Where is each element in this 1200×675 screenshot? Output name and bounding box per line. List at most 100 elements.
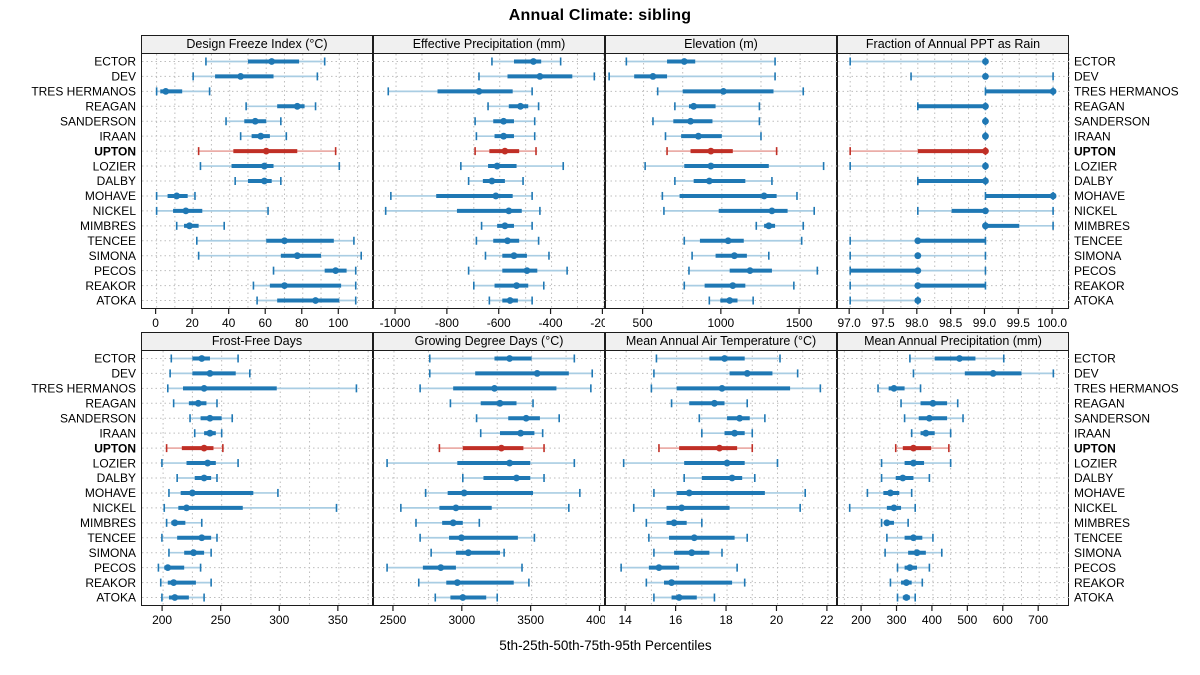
- median-dot: [460, 489, 468, 497]
- axis-tick-label: 3000: [448, 613, 475, 627]
- percentile-row: [653, 488, 807, 497]
- median-dot: [186, 222, 193, 230]
- median-dot: [530, 58, 537, 65]
- median-dot: [729, 282, 737, 289]
- median-dot: [190, 549, 197, 557]
- median-dot: [913, 549, 921, 557]
- station-label: SIMONA: [1074, 249, 1121, 263]
- x-axis: 0 20 40 60 80 100: [141, 309, 373, 331]
- median-dot: [492, 192, 500, 200]
- percentile-row: [487, 102, 540, 111]
- percentile-row: [880, 518, 909, 527]
- station-label: MOHAVE: [85, 486, 136, 500]
- percentile-row: [415, 518, 481, 527]
- station-label: MIMBRES: [80, 516, 136, 530]
- x-axis: 200 300 400 500 600 700: [837, 606, 1069, 628]
- median-dot: [731, 429, 739, 437]
- axis-tick-label: 20: [770, 613, 784, 627]
- percentile-row: [849, 296, 922, 305]
- median-dot: [649, 73, 657, 80]
- station-label: REAKOR: [85, 279, 136, 293]
- median-dot: [914, 252, 922, 260]
- median-dot: [533, 370, 541, 377]
- panel-plot: [605, 54, 838, 309]
- axis-tick-label: -800: [435, 316, 459, 330]
- station-label: PECOS: [94, 264, 136, 278]
- x-axis: 200 250 300 350: [141, 606, 373, 628]
- median-dot: [670, 519, 678, 527]
- median-dot: [293, 252, 301, 260]
- station-label: REAGAN: [1074, 99, 1125, 113]
- station-label: ATOKA: [96, 591, 136, 605]
- percentile-row: [663, 206, 816, 215]
- median-dot: [504, 237, 511, 245]
- percentile-row: [197, 251, 363, 260]
- median-dot: [513, 282, 520, 289]
- percentile-row: [708, 296, 754, 305]
- station-label: TENCEE: [87, 234, 136, 248]
- percentile-row: [645, 578, 746, 587]
- percentile-row: [849, 266, 987, 275]
- axis-tick-label: -1000: [380, 316, 411, 330]
- x-axis: 2500 3000 3500 4000: [373, 606, 605, 628]
- median-dot: [293, 102, 301, 110]
- axis-tick-label: 40: [222, 316, 236, 330]
- station-label: REAKOR: [1074, 576, 1125, 590]
- percentile-row: [155, 206, 269, 215]
- percentile-row: [386, 563, 523, 572]
- median-dot: [902, 579, 910, 586]
- median-dot: [200, 444, 208, 452]
- station-label: UPTON: [1074, 144, 1116, 158]
- percentile-row: [632, 503, 801, 512]
- median-dot: [982, 222, 989, 230]
- station-label: MOHAVE: [85, 189, 136, 203]
- strip-title: Design Freeze Index (°C): [141, 35, 373, 54]
- percentile-row: [419, 384, 592, 393]
- percentile-row: [491, 57, 562, 66]
- median-dot: [206, 370, 214, 377]
- axis-tick-label: 99.5: [1007, 316, 1031, 330]
- axis-tick-label: -400: [539, 316, 563, 330]
- station-label: TRES HERMANOS: [1074, 382, 1179, 396]
- station-label: IRAAN: [1074, 426, 1111, 440]
- percentile-row: [472, 281, 545, 290]
- axis-tick-label: 60: [259, 316, 273, 330]
- percentile-row: [460, 162, 565, 171]
- station-label: IRAAN: [99, 426, 136, 440]
- median-dot: [746, 267, 754, 275]
- station-label: SANDERSON: [1074, 411, 1150, 425]
- percentile-row: [467, 266, 568, 275]
- panel-fraction-ppt-rain: Fraction of Annual PPT as Rain 97.0 97.5 9…: [837, 35, 1070, 331]
- percentile-row: [650, 384, 822, 393]
- axis-tick-label: 22: [820, 613, 834, 627]
- station-label: DEV: [1074, 367, 1099, 381]
- station-label: LOZIER: [1074, 159, 1118, 173]
- x-axis-svg: 0 20 40 60 80 100: [152, 309, 349, 330]
- station-label: ECTOR: [94, 55, 136, 69]
- percentile-row: [877, 384, 922, 393]
- percentile-row: [701, 429, 754, 438]
- panel-plot: [373, 54, 606, 309]
- percentile-row: [896, 593, 917, 602]
- station-label: SIMONA: [89, 249, 136, 263]
- station-label: DALBY: [97, 471, 136, 485]
- median-dot: [332, 267, 340, 275]
- median-dot: [513, 474, 520, 482]
- percentile-row: [155, 191, 196, 200]
- median-dot: [262, 147, 270, 155]
- percentile-row: [886, 533, 934, 542]
- median-dot: [902, 594, 910, 601]
- x-axis: 97.0 97.5 98.0 98.5 99.0 99.5 100.0: [837, 309, 1069, 331]
- median-dot: [668, 579, 675, 586]
- station-label: MOHAVE: [1074, 486, 1125, 500]
- percentile-row: [910, 72, 1054, 81]
- percentile-row: [165, 444, 224, 453]
- median-dot: [760, 192, 768, 200]
- median-dot: [728, 474, 736, 482]
- percentile-row: [848, 503, 917, 512]
- x-axis-svg: 200 300 400 500 600 700: [851, 606, 1049, 627]
- percentile-row: [691, 251, 770, 260]
- percentile-row: [849, 281, 987, 290]
